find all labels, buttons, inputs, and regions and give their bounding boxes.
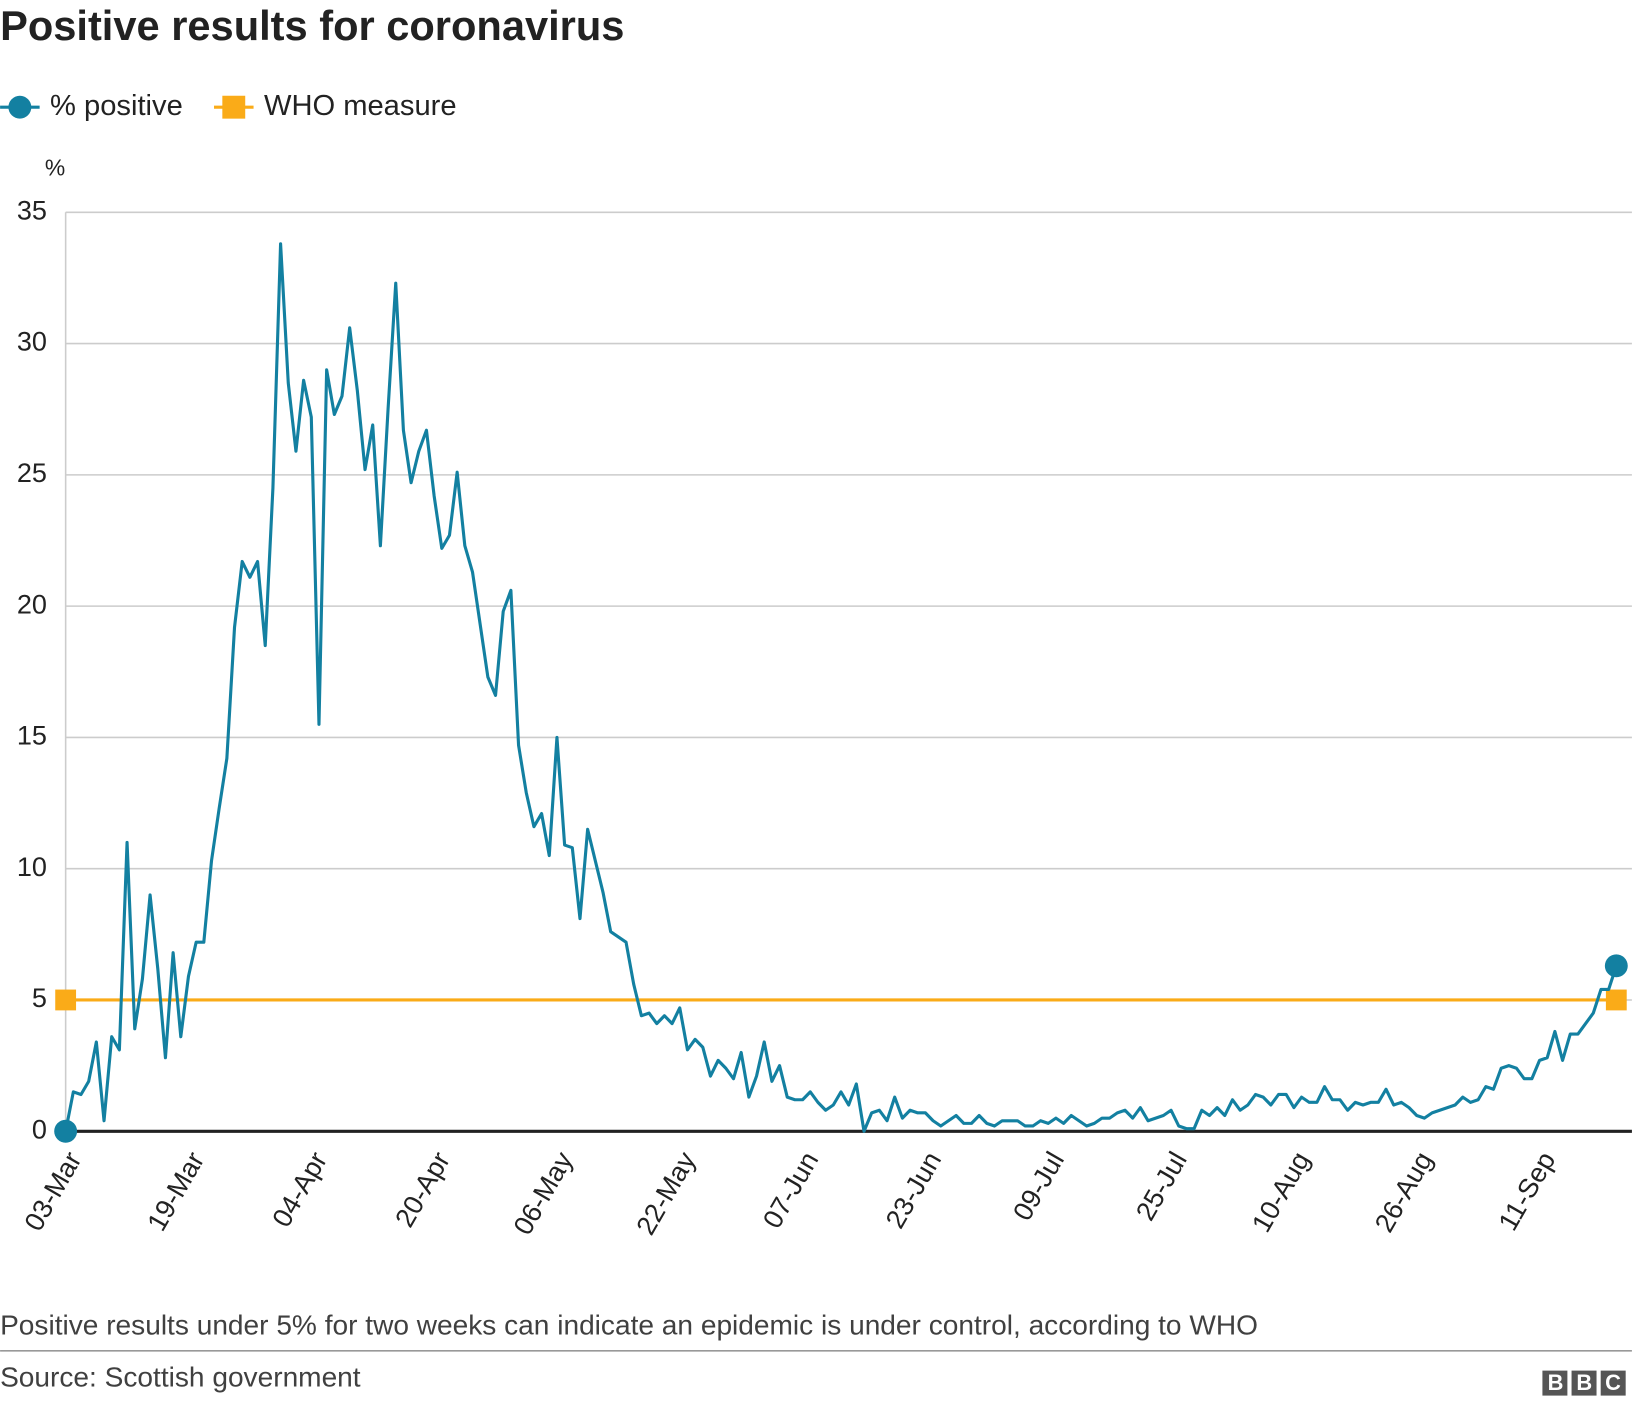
x-tick-label: 04-Apr	[267, 1147, 334, 1232]
y-tick-label: 5	[32, 983, 47, 1013]
legend-item: % positive	[0, 90, 183, 122]
logo-box	[1542, 1370, 1568, 1396]
end-marker	[1605, 989, 1627, 1011]
x-tick-label: 23-Jun	[880, 1147, 947, 1234]
end-marker	[1604, 954, 1628, 978]
x-tick-label: 25-Jul	[1130, 1147, 1193, 1226]
legend-item: WHO measure	[214, 90, 457, 122]
y-tick-label: 15	[17, 721, 47, 751]
footnote: Positive results under 5% for two weeks …	[0, 1309, 1258, 1340]
y-tick-label: 10	[17, 852, 47, 882]
end-marker	[55, 989, 77, 1011]
logo-box	[1600, 1370, 1626, 1396]
legend-swatch	[8, 95, 32, 119]
legend-swatch	[222, 95, 246, 119]
x-tick-label: 22-May	[630, 1146, 701, 1240]
x-tick-label: 10-Aug	[1246, 1147, 1316, 1238]
legend-label: % positive	[50, 90, 183, 122]
source: Source: Scottish government	[0, 1361, 361, 1392]
x-tick-label: 07-Jun	[757, 1147, 824, 1234]
x-tick-label: 06-May	[508, 1146, 579, 1240]
logo-box	[1571, 1370, 1597, 1396]
logo-text: BBC	[1548, 1370, 1632, 1395]
x-tick-label: 19-Mar	[141, 1147, 210, 1236]
y-tick-label: 0	[32, 1114, 47, 1144]
y-tick-label: 35	[17, 195, 47, 225]
y-tick-label: 30	[17, 327, 47, 357]
logo: BBC	[1542, 1370, 1632, 1396]
legend-label: WHO measure	[264, 90, 457, 122]
x-tick-label: 11-Sep	[1493, 1147, 1562, 1236]
x-tick-label: 20-Apr	[389, 1147, 456, 1232]
chart-title: Positive results for coronavirus	[0, 2, 624, 49]
y-tick-label: 20	[17, 589, 47, 619]
x-tick-label: 09-Jul	[1007, 1147, 1070, 1226]
end-marker	[54, 1119, 78, 1143]
x-tick-label: 26-Aug	[1369, 1147, 1439, 1238]
y-axis-unit: %	[45, 155, 65, 181]
series-line	[64, 242, 1618, 1133]
x-tick-label: 03-Mar	[19, 1147, 88, 1236]
y-tick-label: 25	[17, 458, 47, 488]
